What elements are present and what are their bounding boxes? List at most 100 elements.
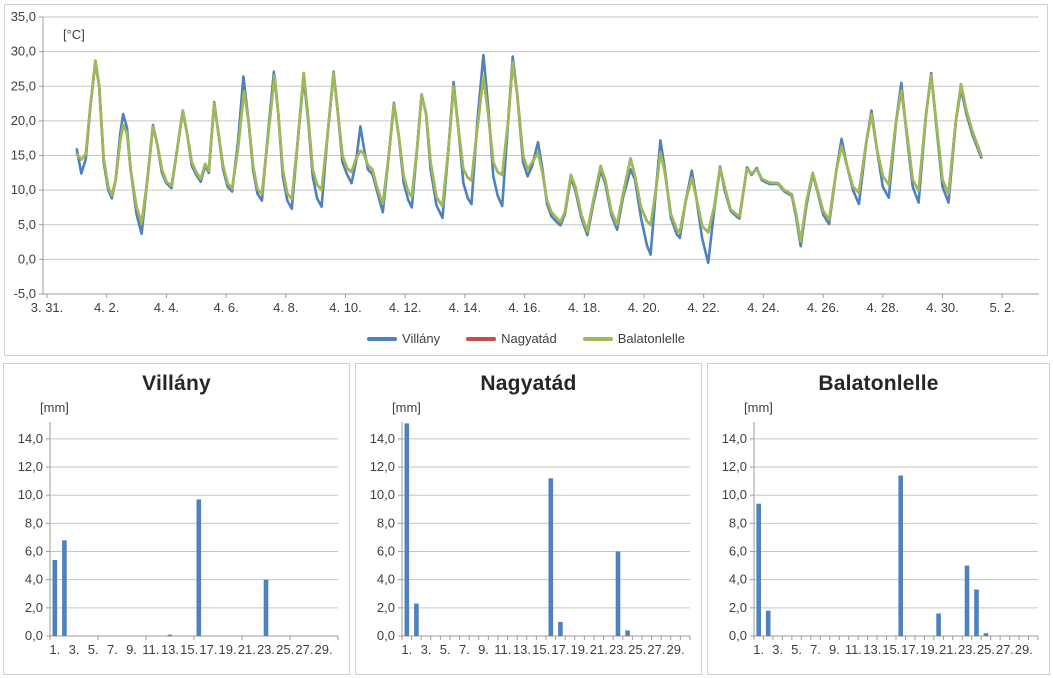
x-tick-label: 15. (532, 642, 550, 657)
balatonlelle-line-swatch (582, 336, 613, 341)
y-tick-label: 6,0 (377, 544, 395, 559)
x-tick-label: 5. (791, 642, 802, 657)
x-tick-label: 27. (996, 642, 1014, 657)
villany-precip-bar-chart: 0,0 2,0 4,0 6,0 8,0 10,0 12,0 14,0 1. 3. 5. 7. 9. 11.… (18, 422, 339, 657)
x-tick-label: 7. (107, 642, 118, 657)
x-tick-label: 4. 10. (329, 300, 362, 315)
x-tick-label: 4. 6. (213, 300, 238, 315)
y-tick-label: 8,0 (25, 515, 43, 530)
x-tick-label: 3. (421, 642, 432, 657)
y-tick-label: 0,0 (18, 251, 36, 266)
legend-item-nagyatad: Nagyatád (466, 331, 557, 346)
bar-day-16 (898, 475, 903, 636)
bar-day-2 (62, 540, 67, 636)
x-tick-label: 13. (513, 642, 531, 657)
y-tick-label: 4,0 (729, 572, 747, 587)
y-tick-label: 8,0 (377, 515, 395, 530)
y-tick-label: 10,0 (370, 487, 395, 502)
y-tick-label: 14,0 (18, 431, 43, 446)
x-tick-label: 4. 8. (273, 300, 298, 315)
nagyatad-precip-title: Nagyatád (480, 372, 577, 395)
x-tick-label: 1. (753, 642, 764, 657)
x-tick-label: 5. (440, 642, 451, 657)
x-tick-label: 4. 28. (867, 300, 900, 315)
temp-series-balatonlelle (75, 59, 983, 243)
x-tick-label: 1. (49, 642, 60, 657)
temperature-legend: Villány Nagyatád Balatonlelle (5, 331, 1047, 346)
bar-day-1 (404, 423, 410, 636)
x-tick-label: 19. (219, 642, 237, 657)
bar-day-16 (196, 499, 202, 636)
x-tick-label: 11. (142, 642, 159, 657)
x-tick-label: 9. (126, 642, 137, 657)
x-tick-label: 21. (939, 642, 957, 657)
nagyatad-line-swatch (466, 336, 497, 341)
y-tick-label: 15,0 (11, 148, 36, 163)
y-tick-label: 10,0 (722, 487, 747, 502)
legend-label-nagyatad: Nagyatád (501, 331, 557, 346)
bar-day-24 (625, 630, 630, 636)
bar-day-2 (765, 610, 771, 636)
y-tick-label: 2,0 (377, 600, 395, 615)
x-tick-label: 29. (667, 642, 685, 657)
x-tick-label: 19. (571, 642, 589, 657)
x-tick-label: 4. 22. (687, 300, 720, 315)
y-tick-label: 8,0 (729, 515, 747, 530)
x-tick-label: 9. (829, 642, 840, 657)
temperature-chart-panel: 35,0 30,0 25,0 20,0 15,0 10,0 5,0 0,0 -5,0 3. 31.… (4, 4, 1048, 356)
x-tick-label: 4. 16. (508, 300, 541, 315)
x-tick-label: 23. (609, 642, 627, 657)
x-tick-label: 19. (920, 642, 938, 657)
x-tick-label: 17. (551, 642, 569, 657)
x-tick-label: 23. (958, 642, 976, 657)
x-tick-label: 7. (810, 642, 821, 657)
bar-day-16 (548, 478, 554, 636)
x-tick-label: 27. (295, 642, 313, 657)
x-tick-label: 4. 12. (389, 300, 422, 315)
x-tick-label: 4. 24. (747, 300, 780, 315)
x-tick-label: 23. (257, 642, 275, 657)
x-tick-label: 4. 18. (568, 300, 601, 315)
y-tick-label: 30,0 (11, 44, 36, 59)
balatonlelle-precip-bar-chart: 0,0 2,0 4,0 6,0 8,0 10,0 12,0 14,0 1. 3. 5. 7. 9. 11.… (722, 422, 1039, 657)
y-tick-label: 10,0 (11, 182, 36, 197)
y-tick-label: 4,0 (377, 572, 395, 587)
x-tick-label: 3. 31. (31, 300, 64, 315)
y-tick-label: 0,0 (377, 628, 395, 643)
bar-day-2 (414, 603, 419, 636)
villany-line-swatch (367, 336, 398, 341)
balatonlelle-precip-panel: Balatonlelle [mm] 0,0 2,0 4,0 6,0 8,0 10,0 12,… (707, 363, 1050, 675)
x-tick-label: 4. 4. (154, 300, 179, 315)
bar-day-1 (52, 560, 58, 636)
y-tick-label: 14,0 (722, 431, 747, 446)
y-tick-label: 4,0 (25, 572, 43, 587)
y-tick-label: 2,0 (729, 600, 747, 615)
legend-label-villany: Villány (402, 331, 441, 346)
villany-precip-title: Villány (142, 372, 211, 395)
x-tick-label: 9. (478, 642, 489, 657)
x-tick-label: 3. (69, 642, 80, 657)
x-tick-label: 4. 26. (807, 300, 840, 315)
bar-day-23 (263, 579, 269, 636)
bar-day-17 (558, 621, 563, 636)
bar-day-24 (974, 589, 979, 636)
legend-item-villany: Villány (367, 331, 440, 346)
x-tick-label: 27. (647, 642, 665, 657)
y-tick-label: 5,0 (18, 217, 36, 232)
x-tick-label: 3. (772, 642, 783, 657)
bar-day-25 (983, 633, 989, 636)
x-tick-label: 4. 14. (449, 300, 482, 315)
y-tick-label: 20,0 (11, 113, 36, 128)
temp-series-nagyatád (75, 59, 983, 243)
temperature-unit-label: [°C] (63, 27, 85, 42)
villany-precip-panel: Villány [mm] 0,0 2,0 4,0 6,0 8,0 10,0 12,0 14,0… (3, 363, 350, 675)
balatonlelle-precip-title: Balatonlelle (818, 372, 939, 395)
x-tick-label: 13. (863, 642, 881, 657)
y-tick-label: 6,0 (25, 544, 43, 559)
nagyatad-precip-panel: Nagyatád [mm] 0,0 2,0 4,0 6,0 8,0 10,0 12,0 14,… (355, 363, 702, 675)
x-tick-label: 13. (161, 642, 179, 657)
y-tick-label: 10,0 (18, 487, 43, 502)
x-tick-label: 29. (1015, 642, 1033, 657)
y-tick-label: 0,0 (729, 628, 747, 643)
x-tick-label: 25. (628, 642, 646, 657)
